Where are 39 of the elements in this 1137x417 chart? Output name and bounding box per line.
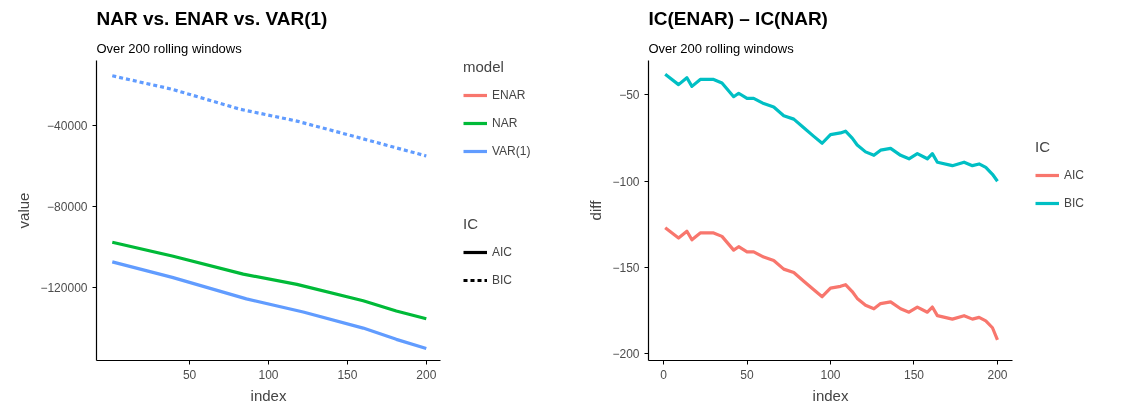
chart-title: NAR vs. ENAR vs. VAR(1) — [96, 7, 328, 29]
x-tick-label: 50 — [182, 367, 197, 382]
x-tick-label: 50 — [740, 367, 755, 382]
legend-title: IC — [1035, 138, 1051, 155]
x-tick-label: 200 — [987, 367, 1008, 382]
y-axis-title: diff — [587, 199, 605, 221]
x-tick-label: 100 — [258, 367, 279, 382]
y-tick-label: −200 — [612, 347, 640, 362]
y-tick-label: −150 — [612, 260, 640, 275]
chart-title: IC(ENAR) – IC(NAR) — [648, 7, 828, 29]
legend-label: BIC — [492, 272, 513, 289]
y-tick-label: −50 — [619, 88, 640, 103]
y-tick-label: −120000 — [40, 280, 88, 295]
legend-label: ENAR — [492, 87, 526, 104]
x-tick-label: 200 — [416, 367, 437, 382]
legend-label: BIC — [1064, 195, 1085, 212]
line-series — [663, 226, 1000, 342]
y-tick-label: −100 — [612, 174, 640, 189]
x-tick-label: 150 — [337, 367, 358, 382]
legend-label: NAR — [492, 115, 518, 132]
text: IC — [463, 215, 478, 232]
line-series — [110, 74, 428, 158]
y-tick-label: −80000 — [47, 199, 88, 214]
y-axis-title: value — [15, 192, 33, 229]
x-tick-label: 150 — [903, 367, 925, 382]
legend-label: AIC — [492, 244, 513, 261]
chart-subtitle: Over 200 rolling windows — [96, 40, 243, 56]
y-tick-label: −40000 — [47, 119, 88, 134]
line-series — [110, 260, 428, 351]
x-axis-title: index — [250, 386, 287, 404]
text: model — [463, 59, 504, 75]
chart-subtitle: Over 200 rolling windows — [648, 40, 795, 56]
x-tick-label: 100 — [820, 367, 841, 382]
line-series — [663, 72, 1000, 183]
x-axis-title: index — [812, 386, 849, 404]
legend-label: AIC — [1064, 167, 1085, 184]
line-series — [110, 240, 428, 321]
legend-label: VAR(1) — [492, 143, 531, 160]
x-tick-label: 0 — [660, 367, 668, 382]
